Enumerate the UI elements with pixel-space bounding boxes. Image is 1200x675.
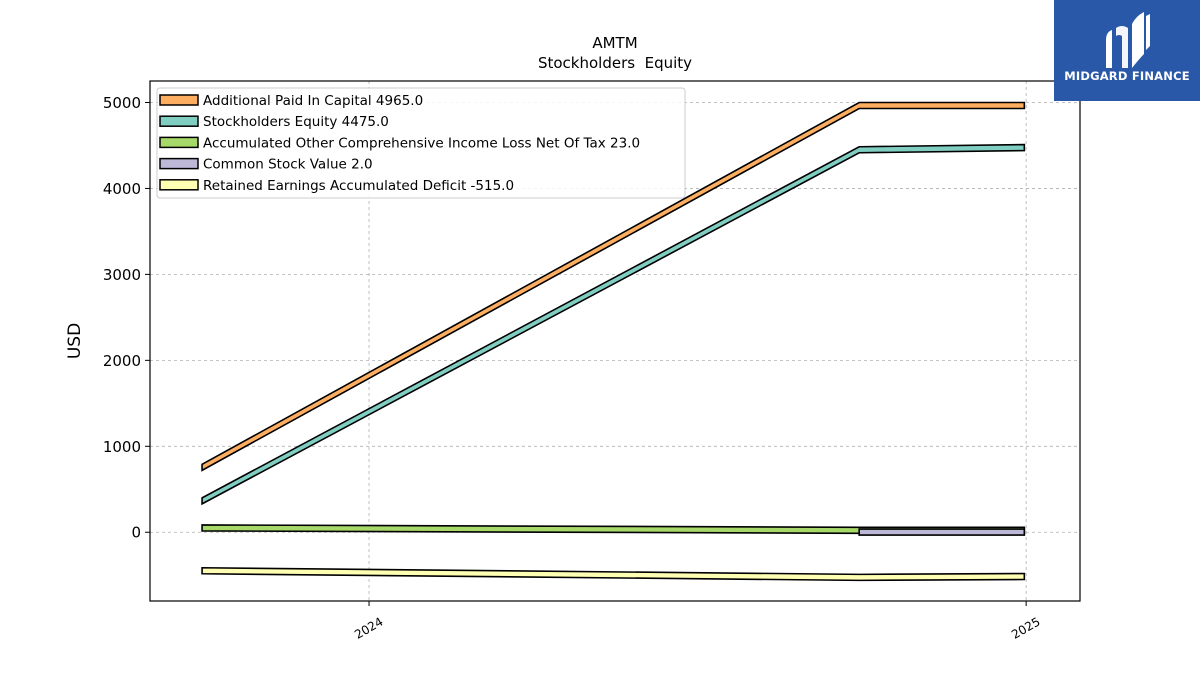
y-tick-label: 1000 — [103, 438, 141, 456]
y-tick-label: 3000 — [103, 266, 141, 284]
legend-swatch — [159, 136, 199, 149]
legend-swatch — [159, 157, 199, 170]
y-tick-label: 4000 — [103, 180, 141, 198]
legend-swatch — [159, 115, 199, 127]
legend-label: Common Stock Value 2.0 — [203, 157, 373, 173]
legend-swatch — [159, 179, 199, 191]
legend-swatch — [159, 94, 199, 106]
x-tick-label: 2025 — [1009, 614, 1042, 641]
plot-frame — [149, 80, 1081, 602]
brand-mark-icon — [1106, 12, 1150, 68]
legend-box — [156, 87, 686, 199]
series-band-3 — [858, 528, 1026, 536]
legend: Additional Paid In Capital 4965.0 Stockho… — [156, 87, 686, 199]
series-layer — [201, 101, 1026, 582]
series-band-0 — [201, 101, 1026, 472]
series-band-4 — [201, 566, 1026, 582]
brand-name: MIDGARD FINANCE — [1064, 69, 1190, 83]
legend-label: Accumulated Other Comprehensive Income L… — [203, 135, 640, 151]
legend-label: Retained Earnings Accumulated Deficit -5… — [203, 178, 514, 194]
brand-logo: MIDGARD FINANCE — [1054, 0, 1200, 101]
legend-label: Additional Paid In Capital 4965.0 — [203, 93, 423, 109]
series-band-1 — [201, 143, 1026, 506]
x-tick-label: 2024 — [352, 614, 385, 641]
chart-subtitle: Stockholders Equity — [538, 54, 692, 72]
legend-label: Stockholders Equity 4475.0 — [203, 114, 389, 130]
y-tick-label: 0 — [131, 524, 141, 542]
chart-title: AMTM — [592, 34, 637, 52]
y-axis-label: USD — [65, 323, 85, 359]
y-tick-label: 2000 — [103, 352, 141, 370]
y-tick-label: 5000 — [103, 94, 141, 112]
